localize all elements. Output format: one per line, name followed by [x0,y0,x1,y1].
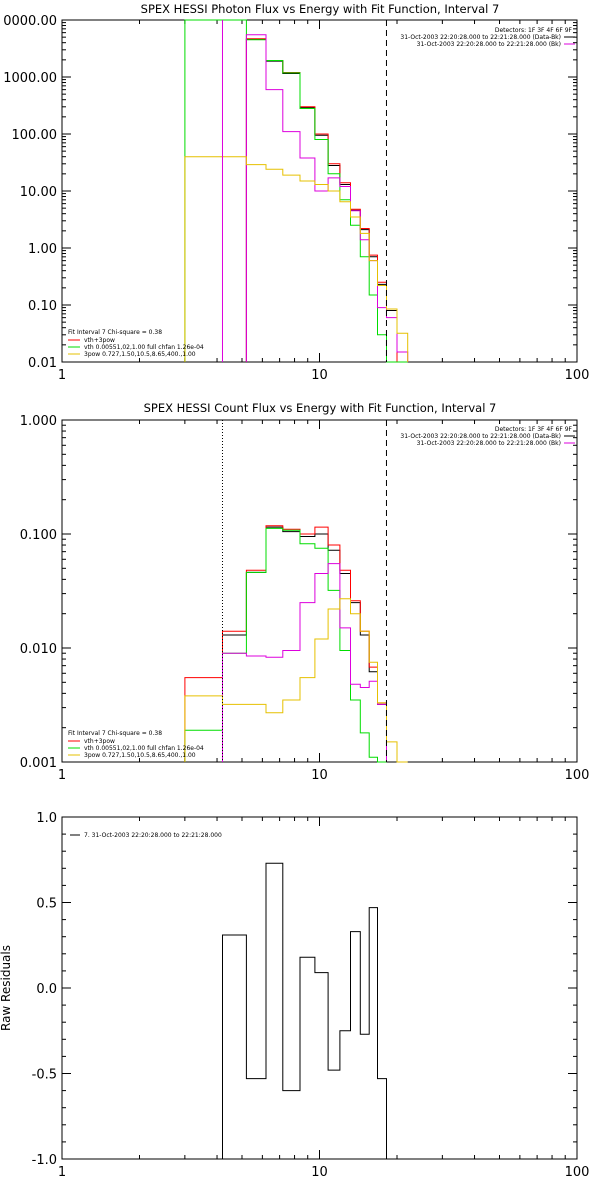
photon-flux-marker-lines [221,20,387,362]
count-flux-header-bk: 31-Oct-2003 22:20:28.000 to 22:21:28.000… [417,440,561,447]
series-black [222,526,387,762]
count-flux-header-data-bk: 31-Oct-2003 22:20:28.000 to 22:21:28.000… [400,433,561,440]
y-tick-label: 1.000 [20,414,57,429]
count-flux-header: Detectors: 1F 3F 4F 6F 9F 31-Oct-2003 22… [400,426,575,447]
photon-flux-legend-fit: Fit Interval 7 Chi-square = 0.38 [68,329,162,336]
residuals-plot-frame [61,816,578,1160]
photon-flux-legend: Fit Interval 7 Chi-square = 0.38 vth+3po… [68,329,204,358]
x-tick-label: 100 [565,1165,590,1180]
x-tick-label: 100 [565,368,590,383]
count-flux-legend-3pow: 3pow 0.727,1.50,10.5,8.65,400.,1.00 [84,752,196,759]
x-tick-label: 1 [58,768,66,783]
y-tick-label: 1000.00 [3,71,57,86]
residuals-series-group [222,862,387,1159]
photon-flux-legend-vth3pow: vth+3pow [84,337,115,344]
x-tick-label: 1 [58,368,66,383]
x-tick-label: 10 [311,1165,328,1180]
x-tick-label: 1 [58,1165,66,1180]
series-magenta [222,563,387,762]
y-tick-label: 0.001 [20,756,57,771]
photon-flux-detectors-text: Detectors: 1F 3F 4F 6F 9F [495,27,573,34]
series-green [184,19,408,363]
series-red [245,38,398,362]
photon-flux-ticks: 1 10 100 0000.00 1000.00 100.00 10.00 1.00 0.10 0… [3,14,589,383]
photon-flux-panel: SPEX HESSI Photon Flux vs Energy with Fi… [3,2,589,383]
x-tick-label: 100 [565,768,590,783]
photon-flux-legend-vth: vth 0.00551,02,1.00 full chfan 1.26e-04 [84,344,204,351]
residuals-legend-text: 7. 31-Oct-2003 22:20:28.000 to 22:21:28.… [84,832,222,839]
residuals-y-axis-label: Raw Residuals [0,945,13,1031]
y-tick-label: 0.5 [36,897,57,912]
count-flux-legend-vth: vth 0.00551,02,1.00 full chfan 1.26e-04 [84,745,204,752]
photon-flux-header: Detectors: 1F 3F 4F 6F 9F 31-Oct-2003 22… [400,27,575,48]
count-flux-series-group [184,525,408,763]
x-tick-label: 10 [311,368,328,383]
photon-flux-header-bk: 31-Oct-2003 22:20:28.000 to 22:21:28.000… [417,41,561,48]
series-magenta [245,34,409,362]
count-flux-title: SPEX HESSI Count Flux vs Energy with Fit… [144,401,497,415]
y-tick-label: 0.100 [20,528,57,543]
photon-flux-title: SPEX HESSI Photon Flux vs Energy with Fi… [141,2,500,16]
photon-flux-legend-3pow: 3pow 0.727,1.50,10.5,8.65,400.,1.00 [84,351,196,358]
x-tick-label: 10 [311,768,328,783]
series-black [245,38,398,362]
residuals-ticks: 1 10 100 1.0 0.5 0.0 -0.5 -1.0 [32,811,590,1180]
y-tick-label: 0.01 [28,356,57,371]
y-tick-label: 10.00 [20,185,57,200]
count-flux-legend: Fit Interval 7 Chi-square = 0.38 vth+3po… [68,730,204,759]
count-flux-detectors-text: Detectors: 1F 3F 4F 6F 9F [495,426,573,433]
count-flux-marker-lines [221,420,387,762]
y-tick-label: 0000.00 [3,14,57,29]
y-tick-label: 0.0 [36,982,57,997]
y-tick-label: -0.5 [32,1068,57,1083]
series-yellow [184,156,409,362]
count-flux-legend-vth3pow: vth+3pow [84,738,115,745]
y-tick-label: 100.00 [12,128,58,143]
y-tick-label: 1.0 [36,811,57,826]
residuals-panel: 1 10 100 1.0 0.5 0.0 -0.5 -1.0 Raw Residuals 7.… [0,811,589,1180]
y-tick-label: -1.0 [32,1153,57,1168]
y-tick-label: 1.00 [28,242,57,257]
series-red [184,525,387,762]
photon-flux-series-group [184,19,409,363]
count-flux-panel: SPEX HESSI Count Flux vs Energy with Fit… [20,401,590,783]
series-green [184,527,387,763]
y-tick-label: 0.10 [28,299,57,314]
count-flux-legend-fit: Fit Interval 7 Chi-square = 0.38 [68,730,162,737]
series-black [222,862,387,1159]
count-flux-plot-frame [61,419,578,763]
series-yellow [184,598,408,763]
photon-flux-header-data-bk: 31-Oct-2003 22:20:28.000 to 22:21:28.000… [400,34,561,41]
y-tick-label: 0.010 [20,642,57,657]
count-flux-ticks: 1 10 100 1.000 0.100 0.010 0.001 [20,414,590,783]
